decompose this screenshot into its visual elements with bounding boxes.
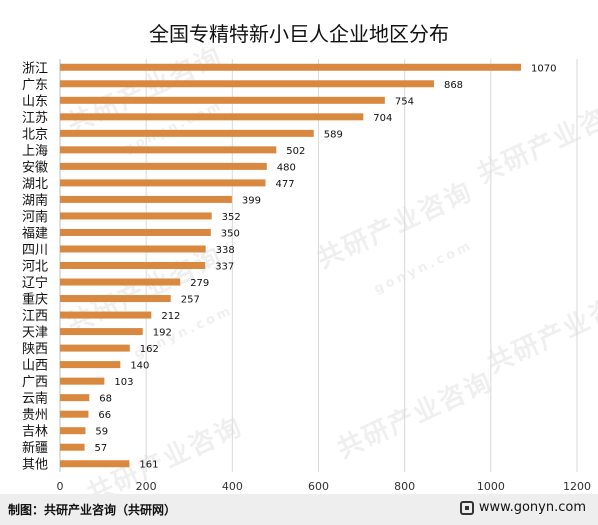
category-label: 湖北 [22,177,48,192]
footer-brand: www.gonyn.com [459,500,586,515]
bar [60,410,89,418]
data-label: 68 [99,394,112,405]
bar [60,295,171,303]
category-label: 吉林 [22,425,48,440]
bar [60,344,130,352]
category-label: 四川 [22,243,48,258]
footer-site: www.gonyn.com [478,500,586,515]
x-tick-label: 0 [57,480,64,493]
category-label: 上海 [22,144,48,159]
bar [60,443,85,451]
category-label: 天津 [22,326,48,341]
data-label: 1070 [531,63,556,74]
data-label: 868 [444,80,463,91]
data-label: 338 [216,245,235,256]
category-label: 重庆 [22,292,48,308]
bar [60,129,314,137]
category-label: 江苏 [22,110,48,126]
data-label: 350 [221,228,240,239]
x-tick-label: 600 [308,480,329,493]
chart-title: 全国专精特新小巨人企业地区分布 [149,22,449,46]
bar [60,262,206,269]
data-label: 57 [95,443,108,454]
bar [60,278,181,286]
data-label: 140 [130,361,149,372]
x-tick-label: 200 [136,480,157,493]
category-label: 福建 [22,226,48,241]
data-label: 161 [139,460,158,471]
data-label: 704 [373,113,392,124]
data-label: 337 [215,262,234,273]
category-label: 广西 [22,375,48,390]
data-label: 589 [324,129,343,140]
bar [60,162,267,170]
bar [60,212,212,220]
data-label: 352 [222,212,241,223]
category-label: 贵州 [22,408,48,423]
bar [60,245,206,253]
bar [60,427,86,435]
x-tick-label: 400 [222,480,243,493]
category-label: 河南 [22,209,48,225]
bar [60,228,211,236]
bar [60,80,434,88]
category-label: 陕西 [22,342,48,357]
category-label: 河北 [22,260,48,275]
bar [60,311,152,319]
data-label: 162 [140,344,159,355]
category-label: 辽宁 [22,275,48,291]
bar-chart: 0 200 400 600 800 1000 1200 浙江 1070 广东 868 山东 754 江苏 7… [22,59,591,493]
category-label: 山西 [22,359,48,374]
bar [60,460,130,468]
category-label: 江西 [22,309,48,324]
x-tick-label: 1000 [477,480,505,493]
data-label: 502 [286,146,305,157]
category-label: 安徽 [22,160,48,175]
data-label: 257 [181,295,200,306]
category-label: 浙江 [22,61,48,76]
bar [60,113,364,121]
category-label: 新疆 [22,440,48,456]
footer-source: 制图：共研产业咨询（共研网） [8,503,177,517]
category-label: 北京 [22,127,48,142]
x-tick-label: 800 [394,480,415,493]
brand-logo-icon [459,500,474,515]
bar [60,179,266,187]
bar [60,328,143,336]
data-label: 754 [395,96,414,107]
data-label: 59 [95,427,108,438]
category-label: 云南 [22,391,48,407]
bar [60,146,277,154]
bar [60,63,521,71]
data-label: 66 [98,410,111,421]
data-label: 399 [242,195,261,206]
category-label: 湖南 [22,192,48,208]
footer: 制图：共研产业咨询（共研网） www.gonyn.com [0,494,598,525]
bar [60,361,121,369]
data-label: 192 [153,328,172,339]
category-label: 其他 [22,458,48,473]
category-label: 广东 [22,78,48,93]
data-label: 477 [276,179,295,190]
data-label: 480 [277,162,296,173]
x-tick-label: 1200 [563,480,591,493]
data-label: 212 [161,311,180,322]
data-label: 103 [114,377,133,388]
category-label: 山东 [22,94,48,109]
bar [60,195,232,203]
bar [60,377,105,385]
bar [60,394,90,402]
data-label: 279 [190,278,209,289]
bar [60,96,385,104]
